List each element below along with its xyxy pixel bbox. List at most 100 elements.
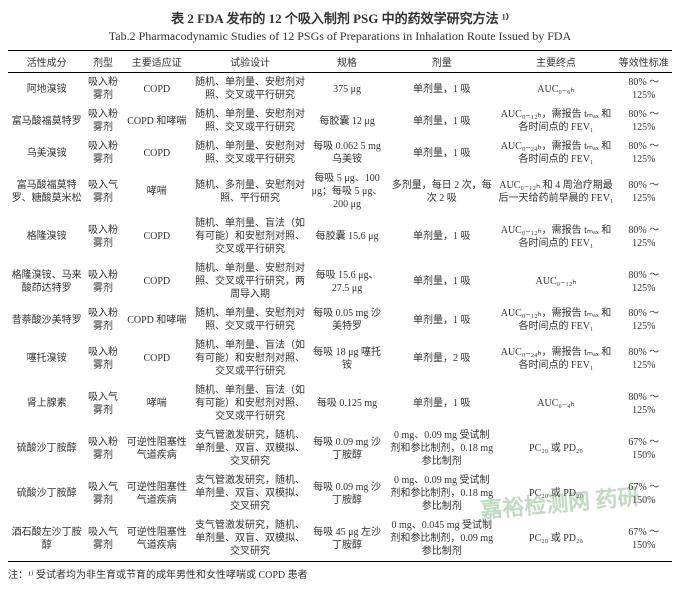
table-cell: 阿地溴铵	[8, 73, 85, 106]
table-cell: COPD	[121, 336, 194, 381]
table-cell: 随机、单剂量、盲法（如有可能）和安慰剂对照、交叉或平行研究	[193, 214, 307, 259]
table-cell: 富马酸福莫特罗、糖酸莫米松	[8, 169, 85, 214]
table-row: 格隆溴铵、马来酸茚达特罗吸入粉雾剂COPD随机、单剂量、安慰剂对照、交叉或平行研…	[8, 259, 672, 304]
table-cell: 每吸 45 μg 左沙丁胺醇	[307, 516, 387, 562]
table-row: 阿地溴铵吸入粉雾剂COPD随机、单剂量、安慰剂对照、交叉或平行研究375 μg单…	[8, 73, 672, 106]
col-ingredient: 活性成分	[8, 51, 85, 73]
table-cell: 单剂量，1 吸	[387, 73, 497, 106]
table-row: 硫酸沙丁胺醇吸入气雾剂可逆性阻塞性气道疾病支气管激发研究，随机、单剂量、双盲、双…	[8, 471, 672, 516]
table-cell: 哮喘	[121, 381, 194, 426]
table-cell: 单剂量，1 吸	[387, 214, 497, 259]
table-cell: 可逆性阻塞性气道疾病	[121, 471, 194, 516]
table-cell: 0 mg、0.09 mg 受试制剂和参比制剂，0.18 mg 参比制剂	[387, 426, 497, 471]
table-cell: 80% ～ 125%	[616, 214, 673, 259]
table-cell: 随机、单剂量、安慰剂对照、交叉或平行研究	[193, 105, 307, 137]
table-cell: 吸入粉雾剂	[85, 137, 120, 169]
table-cell: 吸入粉雾剂	[85, 259, 120, 304]
table-cell: 单剂量，1 吸	[387, 381, 497, 426]
table-cell: 可逆性阻塞性气道疾病	[121, 426, 194, 471]
table-cell: 随机、单剂量、安慰剂对照、交叉或平行研究，两周导入期	[193, 259, 307, 304]
table-row: 噻托溴铵吸入粉雾剂COPD随机、单剂量、盲法（如有可能）和安慰剂对照、交叉或平行…	[8, 336, 672, 381]
table-cell: 每吸 0.09 mg 沙丁胺醇	[307, 426, 387, 471]
table-cell: 吸入气雾剂	[85, 169, 120, 214]
table-cell: 80% ～ 125%	[616, 336, 673, 381]
table-cell: AUC₀₋₂₄ₕ，需报告 tₘₐₓ 和各时间点的 FEV₁	[497, 336, 616, 381]
table-cell: 支气管激发研究，随机、单剂量、双盲、双模拟、交叉研究	[193, 471, 307, 516]
col-endpoint: 主要终点	[497, 51, 616, 73]
table-cell: 吸入气雾剂	[85, 516, 120, 562]
table-cell: 80% ～ 125%	[616, 105, 673, 137]
table-row: 酒石酸左沙丁胺醇吸入气雾剂可逆性阻塞性气道疾病支气管激发研究，随机、单剂量、双盲…	[8, 516, 672, 562]
table-cell: 富马酸福莫特罗	[8, 105, 85, 137]
pharmacodynamic-table: 活性成分 剂型 主要适应证 试验设计 规格 剂量 主要终点 等效性标准 阿地溴铵…	[8, 50, 672, 562]
table-cell: 吸入粉雾剂	[85, 304, 120, 336]
table-cell: 随机、多剂量、安慰剂对照、平行研究	[193, 169, 307, 214]
table-cell: AUC₀₋₁₂ₕ，需报告 tₘₐₓ 和各时间点的 FEV₁	[497, 105, 616, 137]
table-cell: 随机、单剂量、安慰剂对照、交叉或平行研究	[193, 73, 307, 106]
table-cell: 每吸 0.09 mg 沙丁胺醇	[307, 471, 387, 516]
table-cell: AUC₀₋₆ₕ	[497, 73, 616, 106]
table-cell: 乌美溴铵	[8, 137, 85, 169]
table-cell: 吸入气雾剂	[85, 381, 120, 426]
table-cell: 随机、单剂量、盲法（如有可能）和安慰剂对照、交叉或平行研究	[193, 336, 307, 381]
table-row: 乌美溴铵吸入粉雾剂COPD随机、单剂量、安慰剂对照、交叉或平行研究每吸 0.06…	[8, 137, 672, 169]
table-cell: AUC₀₋₁₂ₕ 和 4 周治疗期最后一天给药前早晨的 FEV₁	[497, 169, 616, 214]
table-row: 富马酸福莫特罗、糖酸莫米松吸入气雾剂哮喘随机、多剂量、安慰剂对照、平行研究每吸 …	[8, 169, 672, 214]
table-cell: 80% ～ 125%	[616, 169, 673, 214]
table-cell: 吸入粉雾剂	[85, 426, 120, 471]
table-cell: 吸入粉雾剂	[85, 105, 120, 137]
table-cell: 单剂量，1 吸	[387, 105, 497, 137]
table-cell: COPD	[121, 137, 194, 169]
table-cell: COPD 和哮喘	[121, 105, 194, 137]
table-cell: 375 μg	[307, 73, 387, 106]
table-cell: 80% ～ 125%	[616, 259, 673, 304]
table-row: 昔萘酸沙美特罗吸入粉雾剂COPD 和哮喘随机、单剂量、安慰剂对照、交叉或平行研究…	[8, 304, 672, 336]
table-cell: 67% ～ 150%	[616, 426, 673, 471]
table-cell: AUC₀₋₁₂ₕ，需报告 tₘₐₓ 和各时间点的 FEV₁	[497, 304, 616, 336]
table-cell: 随机、单剂量、盲法（如有可能）和安慰剂对照、交叉或平行研究	[193, 381, 307, 426]
table-cell: 吸入粉雾剂	[85, 336, 120, 381]
table-cell: 硫酸沙丁胺醇	[8, 471, 85, 516]
table-cell: AUC₀₋₁₂ₕ	[497, 259, 616, 304]
col-indication: 主要适应证	[121, 51, 194, 73]
table-cell: 80% ～ 125%	[616, 137, 673, 169]
table-cell: 单剂量，1 吸	[387, 137, 497, 169]
table-cell: 每胶囊 15.6 μg	[307, 214, 387, 259]
table-cell: 支气管激发研究，随机、单剂量、双盲、双模拟、交叉研究	[193, 426, 307, 471]
table-caption-en: Tab.2 Pharmacodynamic Studies of 12 PSGs…	[8, 29, 672, 44]
col-form: 剂型	[85, 51, 120, 73]
table-row: 格隆溴铵吸入粉雾剂COPD随机、单剂量、盲法（如有可能）和安慰剂对照、交叉或平行…	[8, 214, 672, 259]
table-cell: 酒石酸左沙丁胺醇	[8, 516, 85, 562]
table-cell: PC₂₀ 或 PD₂₀	[497, 471, 616, 516]
table-cell: 每吸 15.6 μg、27.5 μg	[307, 259, 387, 304]
table-cell: 吸入粉雾剂	[85, 214, 120, 259]
col-dose: 剂量	[387, 51, 497, 73]
table-footnote: 注：¹⁾ 受试者均为非生育或节育的成年男性和女性哮喘或 COPD 患者	[8, 566, 672, 581]
table-cell: 80% ～ 125%	[616, 304, 673, 336]
table-cell: 格隆溴铵	[8, 214, 85, 259]
table-cell: 硫酸沙丁胺醇	[8, 426, 85, 471]
table-cell: 67% ～ 150%	[616, 516, 673, 562]
table-body: 阿地溴铵吸入粉雾剂COPD随机、单剂量、安慰剂对照、交叉或平行研究375 μg单…	[8, 73, 672, 562]
table-cell: 67% ～ 150%	[616, 471, 673, 516]
table-cell: 单剂量，2 吸	[387, 336, 497, 381]
col-equiv: 等效性标准	[616, 51, 673, 73]
table-cell: 0 mg、0.045 mg 受试制剂和参比制剂，0.09 mg 参比制剂	[387, 516, 497, 562]
table-cell: 每吸 0.125 mg	[307, 381, 387, 426]
table-cell: 昔萘酸沙美特罗	[8, 304, 85, 336]
table-cell: PC₂₀ 或 PD₂₀	[497, 426, 616, 471]
table-cell: 每胶囊 12 μg	[307, 105, 387, 137]
table-cell: PC₂₀ 或 PD₂₀	[497, 516, 616, 562]
table-cell: 可逆性阻塞性气道疾病	[121, 516, 194, 562]
table-caption-cn: 表 2 FDA 发布的 12 个吸入制剂 PSG 中的药效学研究方法 ¹⁾	[8, 8, 672, 27]
table-cell: 格隆溴铵、马来酸茚达特罗	[8, 259, 85, 304]
table-cell: 噻托溴铵	[8, 336, 85, 381]
table-cell: COPD	[121, 73, 194, 106]
table-cell: 随机、单剂量、安慰剂对照、交叉或平行研究	[193, 304, 307, 336]
table-cell: COPD 和哮喘	[121, 304, 194, 336]
table-cell: COPD	[121, 214, 194, 259]
table-cell: COPD	[121, 259, 194, 304]
table-cell: 肾上腺素	[8, 381, 85, 426]
table-row: 肾上腺素吸入气雾剂哮喘随机、单剂量、盲法（如有可能）和安慰剂对照、交叉或平行研究…	[8, 381, 672, 426]
table-cell: 0 mg、0.09 mg 受试制剂和参比制剂，0.18 mg 参比制剂	[387, 471, 497, 516]
